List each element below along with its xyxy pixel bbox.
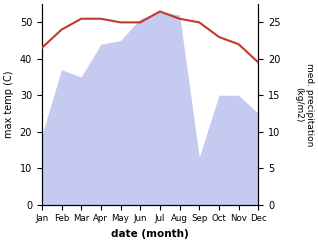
X-axis label: date (month): date (month) (111, 229, 189, 239)
Y-axis label: med. precipitation
(kg/m2): med. precipitation (kg/m2) (294, 63, 314, 146)
Y-axis label: max temp (C): max temp (C) (4, 71, 14, 138)
